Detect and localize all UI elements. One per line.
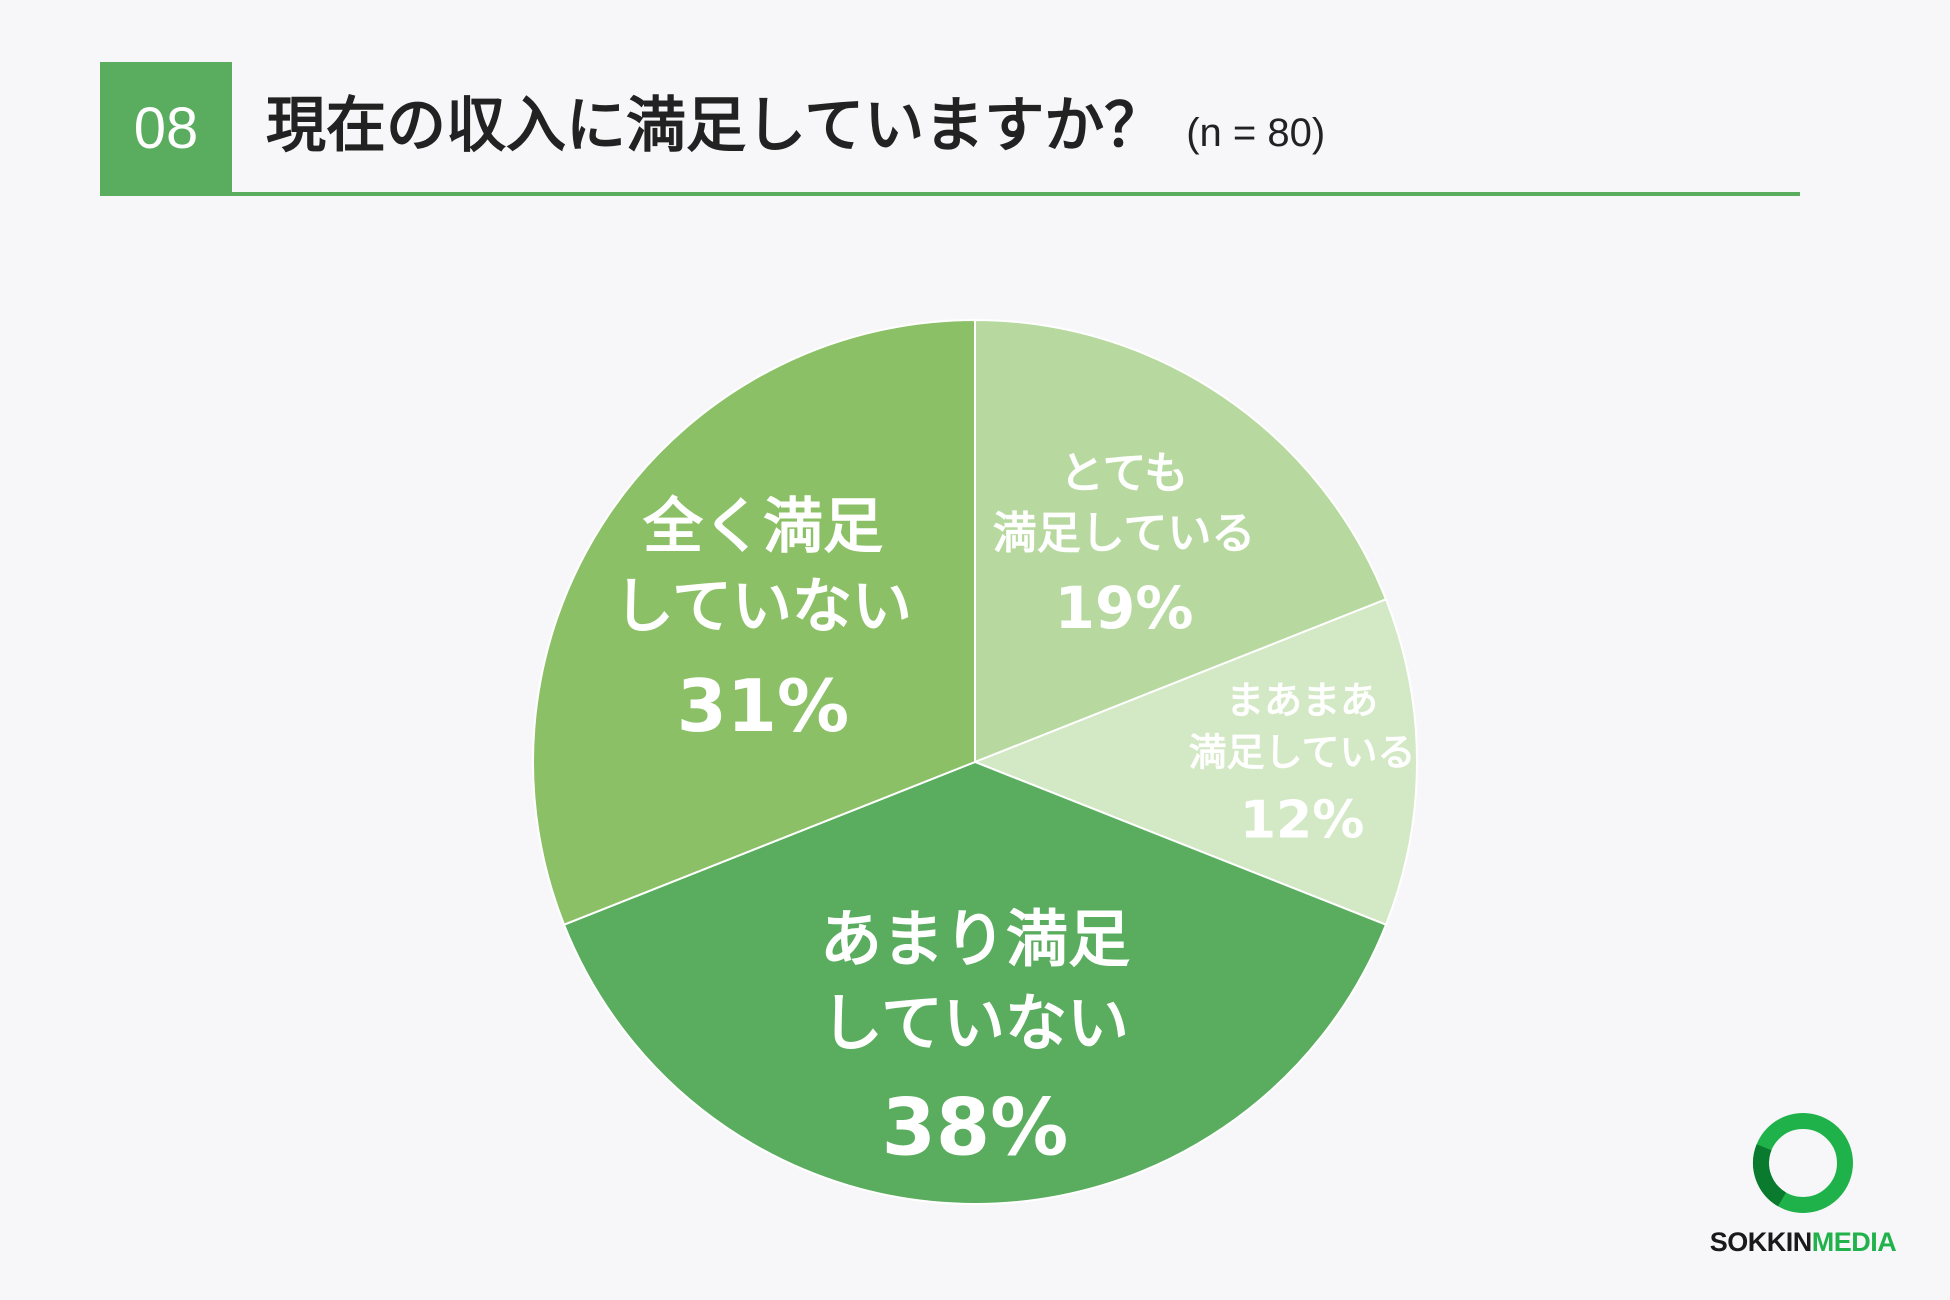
slice-label-1-line-2: 満足している [993,508,1256,559]
chart-header: 08 現在の収入に満足していますか？ (n = 80) [100,62,1800,196]
slice-label-4-line-2: していない [614,572,912,642]
slice-value-2: 12% [1240,790,1364,850]
logo-text-media: MEDIA [1811,1227,1897,1257]
slice-value-1: 19% [1055,574,1194,642]
logo-ring-icon [1753,1113,1853,1213]
slice-value-3: 38% [882,1084,1069,1174]
slice-label-3-line-2: していない [821,987,1129,1060]
pie-slice-2 [972,597,1418,927]
slice-label-3-line-1: あまり満足 [820,903,1130,976]
slice-label-4-line-1: 全く満足 [642,492,883,562]
slice-label-2-line-2: 満足している [1189,730,1416,774]
slice-label-1-line-1: とても [1060,448,1188,499]
sokkin-media-logo: SOKKINMEDIA [1688,1105,1918,1265]
logo-wordmark: SOKKINMEDIA [1688,1227,1918,1258]
pie-slice-4 [532,318,976,927]
question-number: 08 [100,62,232,196]
chart-title: 現在の収入に満足していますか？ (n = 80) [266,86,1325,173]
pie-slice-1 [974,318,1388,764]
chart-title-text: 現在の収入に満足していますか？ [266,91,1165,161]
header-underline [100,192,1800,196]
pie-slice-3 [562,760,1388,1205]
logo-text-sokkin: SOKKIN [1709,1227,1813,1257]
slice-label-2-line-1: まあまあ [1226,678,1378,722]
slice-value-4: 31% [677,664,849,748]
sample-size: (n = 80) [1186,111,1326,155]
